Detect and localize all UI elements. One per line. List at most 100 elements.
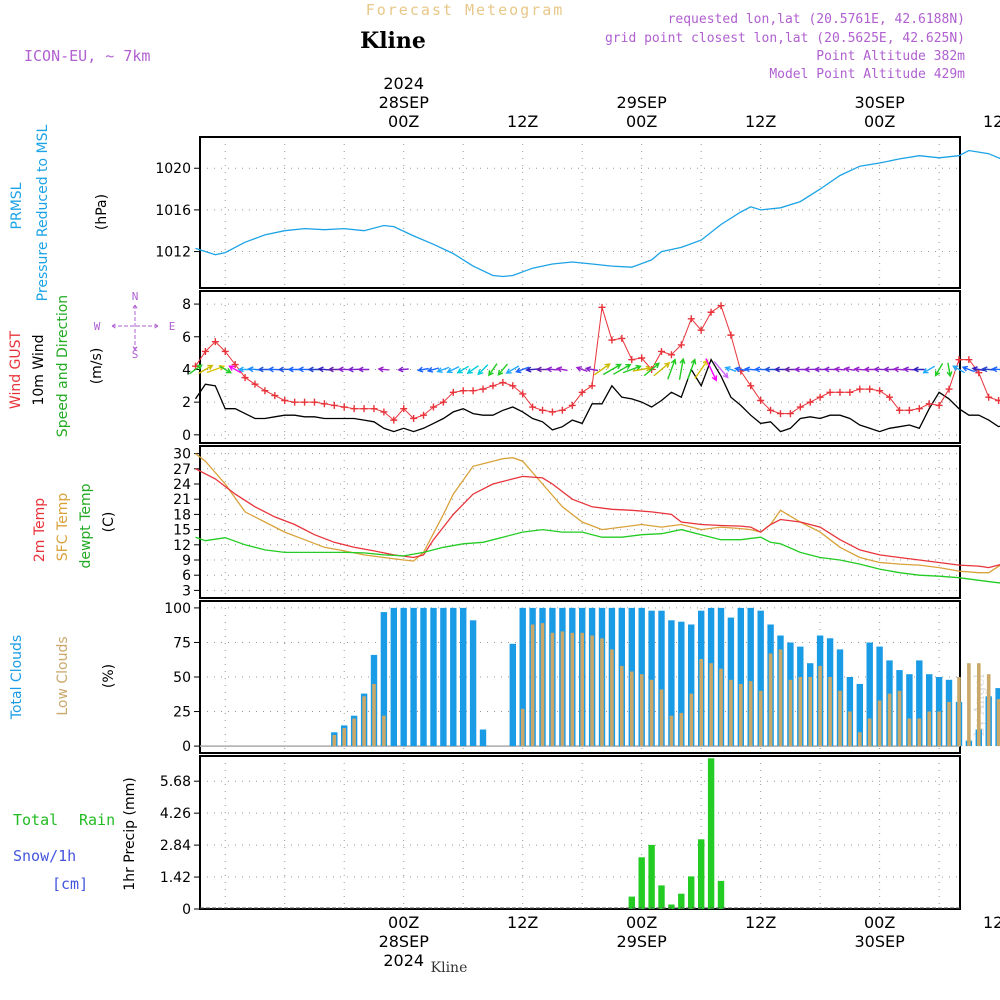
wind-vector-arrow <box>934 363 944 377</box>
low-cloud-bar <box>600 638 604 747</box>
gridpoint-coords: grid point closest lon,lat (20.5625E, 42… <box>605 31 965 46</box>
low-cloud-bar <box>362 696 366 746</box>
wind-speed-line <box>194 358 1000 433</box>
gust-marker <box>905 406 913 414</box>
wind-vector-arrow <box>971 366 985 373</box>
wind-vector-arrow <box>497 363 508 376</box>
wind-vector-arrow <box>981 366 995 373</box>
total-cloud-bar <box>906 674 913 747</box>
compass-e-label: E <box>169 320 176 333</box>
top-time-label: 12Z <box>507 112 538 131</box>
gust-marker <box>816 393 824 401</box>
temp-2m-label: 2m Temp <box>32 498 48 562</box>
gust-marker <box>767 406 775 414</box>
wind-ytick-label: 2 <box>182 395 191 411</box>
wind-vector-arrow <box>902 366 915 373</box>
precip-ytick-label: 2.84 <box>160 838 191 854</box>
gust-marker <box>697 326 705 334</box>
wind-vector-arrow <box>667 358 677 380</box>
low-clouds-label: Low Clouds <box>55 636 71 715</box>
total-cloud-bar <box>479 729 487 747</box>
bottom-time-label: 12Z <box>745 913 776 932</box>
gust-marker <box>707 308 715 316</box>
low-cloud-bar <box>630 671 634 747</box>
rain-bar <box>678 893 685 909</box>
low-cloud-bar <box>927 711 931 746</box>
precip-ytick-label: 4.26 <box>160 806 191 822</box>
gust-marker <box>211 338 219 346</box>
gust-marker <box>469 387 477 395</box>
top-time-label: 12Z <box>983 112 1000 131</box>
gust-marker <box>598 303 606 311</box>
low-cloud-bar <box>877 700 882 747</box>
low-cloud-bar <box>352 718 356 747</box>
sfc-temp-label: SFC Temp <box>55 493 71 562</box>
bottom-time-label: 12Z <box>507 913 538 932</box>
low-cloud-bar <box>530 624 535 747</box>
low-cloud-bar <box>788 679 793 747</box>
time-axis-labels: 202428SEP00Z12Z29SEP00Z12Z30SEP00Z12Z00Z… <box>379 74 1000 970</box>
gust-marker <box>826 388 834 396</box>
location-name: Kline <box>360 28 426 54</box>
gust-marker <box>231 361 239 369</box>
low-cloud-bar <box>778 649 783 747</box>
gust-marker <box>241 374 249 382</box>
gust-marker <box>776 410 784 418</box>
low-cloud-bar <box>550 632 555 747</box>
low-cloud-bar <box>689 693 694 747</box>
gust-marker <box>846 388 854 396</box>
total-cloud-bar <box>509 643 516 747</box>
dewpt-temp-label: dewpt Temp <box>78 483 94 568</box>
wind-vector-arrow <box>733 366 747 373</box>
gust-marker <box>895 406 903 414</box>
temperature-ytick-label: 21 <box>173 492 191 508</box>
gust-marker <box>221 347 229 355</box>
gust-marker <box>390 416 398 424</box>
low-cloud-bar <box>748 681 753 746</box>
wind-vector-arrow <box>922 365 936 374</box>
gust-marker <box>677 341 685 349</box>
temperature-ytick-label: 30 <box>173 447 191 463</box>
gust-marker <box>757 397 765 405</box>
low-cloud-bar <box>828 677 832 747</box>
total-cloud-bar <box>460 607 467 747</box>
gust-marker <box>965 356 973 364</box>
gust-marker <box>796 403 804 411</box>
wind-vector-arrow <box>653 362 671 377</box>
wind-vector-arrow <box>488 363 498 377</box>
wind-vector-arrow <box>575 366 588 372</box>
wind-vector-arrow <box>991 366 1000 373</box>
total-cloud-bar <box>737 607 744 747</box>
wind-vector-arrow <box>436 366 450 373</box>
precip-ytick-label: 0 <box>182 902 191 918</box>
wind-vector-arrow <box>622 364 642 374</box>
temperature-frame <box>199 445 961 599</box>
rain-bar <box>698 839 705 910</box>
wind-vector-arrow <box>545 366 558 373</box>
gust-marker <box>519 390 527 398</box>
temperature-ytick-label: 18 <box>173 507 191 523</box>
rain-bar <box>717 880 725 909</box>
gust-marker <box>747 382 755 390</box>
gust-marker <box>578 388 586 396</box>
low-cloud-bar <box>858 732 862 747</box>
dewpt-line <box>195 528 1000 584</box>
gust-marker <box>588 382 596 390</box>
low-cloud-bar <box>897 690 902 747</box>
wind-vector-arrow <box>377 366 389 373</box>
gust-marker <box>380 408 388 416</box>
gust-marker <box>489 382 497 390</box>
low-cloud-bar <box>560 631 565 747</box>
pressure-ytick-label: 1012 <box>155 245 191 261</box>
gust-marker <box>876 387 884 395</box>
gust-marker <box>548 408 556 416</box>
bottom-time-label: 2024 <box>383 951 424 970</box>
model-label: ICON-EU, ~ 7km <box>24 47 150 65</box>
low-cloud-bar <box>867 718 872 747</box>
low-cloud-bar <box>679 712 684 747</box>
gust-marker <box>558 406 566 414</box>
gust-marker <box>291 398 299 406</box>
wind-vector-arrow <box>466 365 479 375</box>
low-cloud-bar <box>729 679 733 747</box>
wind-vector-arrow <box>219 365 232 374</box>
